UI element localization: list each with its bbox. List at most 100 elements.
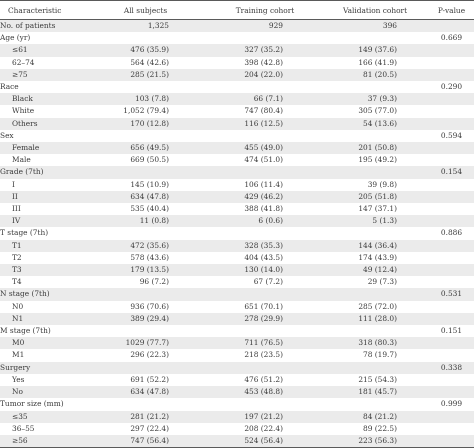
cell-training-cohort [209,129,321,143]
cell-all-subjects: 669 (50.5) [82,154,209,167]
cell-training-cohort: 106 (11.4) [209,178,321,191]
cell-p-value [429,154,474,167]
row-label: Male [0,154,82,167]
cell-all-subjects: 285 (21.5) [82,68,209,82]
cell-all-subjects: 1,052 (79.4) [82,105,209,118]
cell-validation-cohort: 29 (7.3) [321,276,429,289]
table-row: Female 656 (49.5) 455 (49.0) 201 (50.8) [0,142,474,155]
table-row: T2 578 (43.6) 404 (43.5) 174 (43.9) [0,251,474,265]
row-label: Tumor size (mm) [0,398,82,411]
cell-p-value [429,264,474,277]
row-label: III [0,203,82,216]
row-label: ≤35 [0,410,82,423]
cell-training-cohort: 218 (23.5) [209,349,321,362]
cell-all-subjects: 1,325 [82,19,209,33]
cell-training-cohort: 204 (22.0) [209,68,321,82]
header-all-subjects: All subjects [82,0,209,20]
table-row: T stage (7th) 0.886 [0,227,474,240]
cell-p-value [429,434,474,448]
table-row: Male 669 (50.5) 474 (51.0) 195 (49.2) [0,154,474,167]
cell-all-subjects: 747 (56.4) [82,434,209,448]
cell-all-subjects: 634 (47.8) [82,386,209,399]
cell-p-value [429,93,474,106]
cell-p-value [429,117,474,130]
cell-training-cohort: 197 (21.2) [209,410,321,423]
cell-validation-cohort: 111 (28.0) [321,312,429,326]
table-body: No. of patients 1,325 929 396 Age (yr) 0.669 ≤… [0,19,474,448]
cell-validation-cohort [321,32,429,45]
table-row: ≤35 281 (21.2) 197 (21.2) 84 (21.2) [0,410,474,423]
cell-validation-cohort: 89 (22.5) [321,422,429,435]
row-label: N1 [0,312,82,326]
table-row: IV 11 (0.8) 6 (0.6) 5 (1.3) [0,215,474,228]
cell-training-cohort: 651 (70.1) [209,300,321,313]
cell-p-value: 0.999 [429,398,474,411]
cell-validation-cohort: 37 (9.3) [321,93,429,106]
cell-validation-cohort: 181 (45.7) [321,386,429,399]
cell-validation-cohort: 195 (49.2) [321,154,429,167]
row-label: N stage (7th) [0,288,82,301]
cell-all-subjects: 296 (22.3) [82,349,209,362]
cell-all-subjects: 103 (7.8) [82,93,209,106]
cell-all-subjects: 11 (0.8) [82,215,209,228]
cell-p-value: 0.151 [429,325,474,338]
cell-all-subjects [82,129,209,143]
cell-p-value [429,422,474,435]
cell-all-subjects: 936 (70.6) [82,300,209,313]
cell-validation-cohort: 223 (56.3) [321,434,429,448]
cell-validation-cohort: 149 (37.6) [321,44,429,57]
cell-p-value [429,373,474,387]
cell-p-value [429,215,474,228]
header-validation-cohort: Validation cohort [321,0,429,20]
table-row: ≥75 285 (21.5) 204 (22.0) 81 (20.5) [0,68,474,82]
cell-training-cohort: 398 (42.8) [209,56,321,69]
cell-validation-cohort: 78 (19.7) [321,349,429,362]
cell-all-subjects: 564 (42.6) [82,56,209,69]
cell-validation-cohort: 215 (54.3) [321,373,429,387]
cell-validation-cohort [321,325,429,338]
cell-p-value [429,190,474,204]
cell-p-value: 0.290 [429,81,474,94]
cell-p-value [429,337,474,350]
cell-p-value [429,19,474,33]
cell-training-cohort [209,361,321,374]
row-label: ≥75 [0,68,82,82]
row-label: Age (yr) [0,32,82,45]
row-label: Others [0,117,82,130]
table-row: Race 0.290 [0,81,474,94]
cell-training-cohort: 327 (35.2) [209,44,321,57]
header-training-cohort: Training cohort [209,0,321,20]
header-p-value: P-value [429,0,474,20]
cell-all-subjects [82,288,209,301]
cell-training-cohort: 711 (76.5) [209,337,321,350]
table-row: I 145 (10.9) 106 (11.4) 39 (9.8) [0,178,474,191]
cell-training-cohort: 278 (29.9) [209,312,321,326]
cell-training-cohort: 453 (48.8) [209,386,321,399]
cell-all-subjects [82,81,209,94]
cell-all-subjects: 281 (21.2) [82,410,209,423]
cell-training-cohort: 474 (51.0) [209,154,321,167]
cell-validation-cohort: 166 (41.9) [321,56,429,69]
cell-all-subjects: 170 (12.8) [82,117,209,130]
cell-validation-cohort: 144 (36.4) [321,239,429,252]
row-label: Sex [0,129,82,143]
cell-p-value: 0.154 [429,166,474,179]
row-label: Surgery [0,361,82,374]
row-label: T stage (7th) [0,227,82,240]
row-label: ≤61 [0,44,82,57]
table-row: III 535 (40.4) 388 (41.8) 147 (37.1) [0,203,474,216]
row-label: N0 [0,300,82,313]
row-label: T3 [0,264,82,277]
cell-p-value: 0.669 [429,32,474,45]
cell-validation-cohort [321,166,429,179]
cell-validation-cohort: 318 (80.3) [321,337,429,350]
table-row: 36–55 297 (22.4) 208 (22.4) 89 (22.5) [0,422,474,435]
cell-validation-cohort: 5 (1.3) [321,215,429,228]
cell-p-value [429,105,474,118]
table-row: N stage (7th) 0.531 [0,288,474,301]
cell-p-value: 0.594 [429,129,474,143]
cell-training-cohort: 455 (49.0) [209,142,321,155]
row-label: I [0,178,82,191]
row-label: Black [0,93,82,106]
